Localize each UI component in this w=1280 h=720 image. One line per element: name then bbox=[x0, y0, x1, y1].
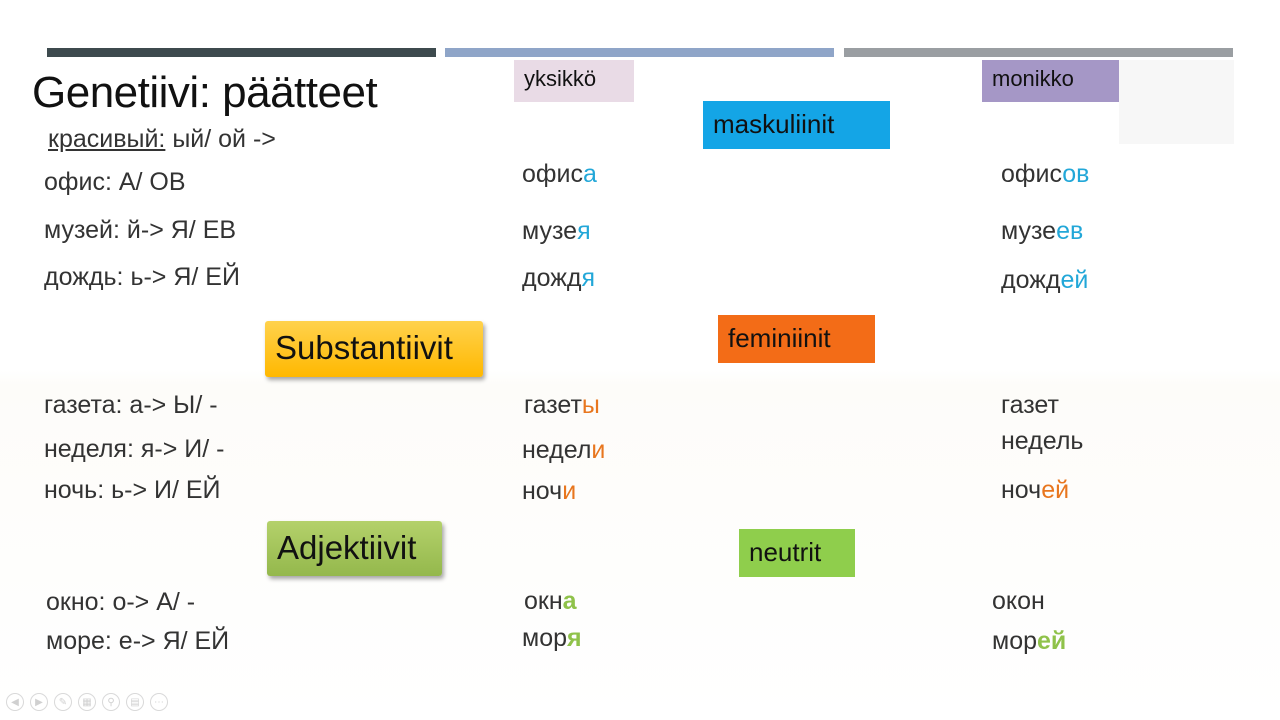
gender-masculine: maskuliinit bbox=[703, 101, 890, 149]
word-stem: ноч bbox=[522, 477, 563, 505]
header-bar-dark bbox=[47, 48, 436, 57]
singular-form: газеты bbox=[524, 391, 600, 420]
word-stem: недель bbox=[1001, 427, 1084, 455]
word-ending: а bbox=[582, 160, 597, 188]
plural-form: ночей bbox=[1001, 476, 1069, 505]
singular-form: музея bbox=[522, 217, 591, 246]
singular-header-label: yksikkö bbox=[524, 66, 597, 91]
rule-row: окно: о-> А/ - bbox=[46, 588, 196, 616]
word-stem: окон bbox=[992, 587, 1045, 615]
singular-form: ночи bbox=[522, 477, 576, 506]
word-ending: и bbox=[562, 477, 577, 505]
word-ending: я bbox=[567, 624, 582, 652]
singular-form: офиса bbox=[522, 160, 597, 189]
word-stem: недел bbox=[522, 436, 592, 464]
slides-icon[interactable]: ▦ bbox=[78, 693, 96, 711]
gender-masculine-label: maskuliinit bbox=[713, 109, 835, 139]
singular-form: недели bbox=[522, 436, 605, 465]
plural-header: monikko bbox=[982, 60, 1119, 102]
previous-icon[interactable]: ◀ bbox=[6, 693, 24, 711]
rule-row: дождь: ь-> Я/ ЕЙ bbox=[44, 263, 240, 291]
word-stem: офис bbox=[1001, 160, 1063, 188]
word-stem: офис bbox=[522, 160, 583, 188]
header-bar-blue bbox=[445, 48, 834, 57]
word-ending: я bbox=[577, 217, 591, 245]
singular-form: дождя bbox=[522, 264, 595, 293]
more-icon[interactable]: ⋯ bbox=[150, 693, 168, 711]
gender-neuter: neutrit bbox=[739, 529, 855, 577]
word-stem: газет bbox=[1001, 391, 1059, 419]
rule-row: газета: а-> Ы/ - bbox=[44, 391, 218, 419]
plural-form: морей bbox=[992, 627, 1066, 656]
rule-row: неделя: я-> И/ - bbox=[44, 435, 225, 463]
rule-row: музей: й-> Я/ ЕВ bbox=[44, 216, 237, 244]
plural-form: газет bbox=[1001, 391, 1059, 420]
header-bar-gray bbox=[844, 48, 1233, 57]
adjective-rule: красивый: ый/ ой -> bbox=[48, 125, 276, 154]
adjective-rule-rest: ый/ ой -> bbox=[165, 125, 276, 153]
rule-row: офис: А/ ОВ bbox=[44, 168, 186, 196]
word-ending: и bbox=[591, 436, 606, 464]
gender-neuter-label: neutrit bbox=[749, 537, 822, 567]
word-ending: ев bbox=[1056, 217, 1084, 245]
singular-form: окна bbox=[524, 587, 577, 616]
nouns-category-label: Substantiivit bbox=[275, 329, 453, 366]
word-ending: ей bbox=[1041, 476, 1070, 504]
word-stem: музе bbox=[1001, 217, 1057, 245]
zoom-icon[interactable]: ⚲ bbox=[102, 693, 120, 711]
word-stem: мор bbox=[992, 627, 1037, 655]
plural-form: дождей bbox=[1001, 266, 1088, 295]
slideshow-controls: ◀ ▶ ✎ ▦ ⚲ ▤ ⋯ bbox=[6, 693, 168, 711]
word-stem: музе bbox=[522, 217, 578, 245]
plural-form: недель bbox=[1001, 427, 1083, 456]
pen-icon[interactable]: ✎ bbox=[54, 693, 72, 711]
adjectives-category-label: Adjektiivit bbox=[277, 529, 417, 566]
word-ending: ы bbox=[581, 391, 600, 419]
adjectives-category-button[interactable]: Adjektiivit bbox=[267, 521, 442, 576]
word-stem: газет bbox=[524, 391, 582, 419]
word-ending: ей bbox=[1060, 266, 1089, 294]
adjective-rule-word: красивый: bbox=[48, 125, 166, 153]
singular-header: yksikkö bbox=[514, 60, 634, 102]
gender-feminine-label: feminiinit bbox=[728, 323, 831, 353]
rule-row: море: е-> Я/ ЕЙ bbox=[46, 627, 230, 655]
word-stem: окн bbox=[524, 587, 563, 615]
slide-title: Genetiivi: päätteet bbox=[32, 68, 378, 117]
plural-form: окон bbox=[992, 587, 1045, 616]
singular-form: моря bbox=[522, 624, 582, 653]
word-stem: дожд bbox=[522, 264, 582, 292]
word-ending: я bbox=[581, 264, 596, 292]
plural-form: музеев bbox=[1001, 217, 1083, 246]
plural-form: офисов bbox=[1001, 160, 1089, 189]
word-ending: ей bbox=[1037, 627, 1067, 655]
gender-feminine: feminiinit bbox=[718, 315, 875, 363]
word-stem: дожд bbox=[1001, 266, 1061, 294]
subtitles-icon[interactable]: ▤ bbox=[126, 693, 144, 711]
word-stem: ноч bbox=[1001, 476, 1042, 504]
word-stem: мор bbox=[522, 624, 567, 652]
plural-header-shadow bbox=[1119, 60, 1234, 144]
plural-header-label: monikko bbox=[992, 66, 1074, 91]
rule-row: ночь: ь-> И/ ЕЙ bbox=[44, 476, 221, 504]
play-icon[interactable]: ▶ bbox=[30, 693, 48, 711]
word-ending: а bbox=[562, 587, 577, 615]
nouns-category-button[interactable]: Substantiivit bbox=[265, 321, 483, 377]
word-ending: ов bbox=[1062, 160, 1090, 188]
